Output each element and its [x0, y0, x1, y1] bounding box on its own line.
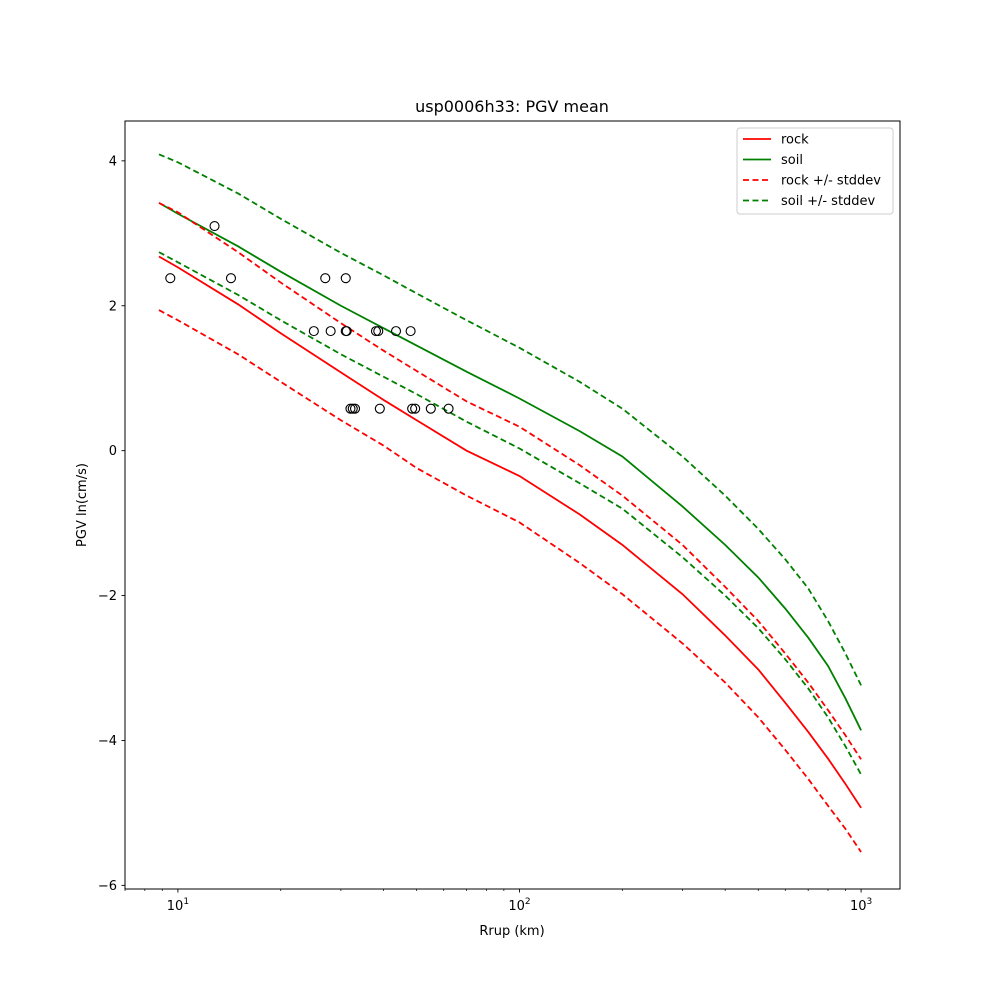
y-axis: −6 −4 −2 0 2 4 — [98, 154, 125, 894]
x-tick-label: 102 — [508, 897, 530, 914]
legend-label: rock +/- stddev — [781, 174, 881, 189]
y-tick-label: 4 — [109, 154, 117, 169]
data-point — [410, 403, 421, 414]
data-point — [373, 326, 384, 337]
series-line-0 — [158, 255, 862, 809]
data-point — [225, 273, 237, 284]
data-point — [308, 326, 319, 337]
legend-label: soil +/- stddev — [781, 194, 876, 209]
data-point — [407, 403, 418, 414]
data-point — [320, 273, 331, 284]
y-tick-label: −6 — [98, 879, 117, 894]
data-point — [370, 326, 382, 337]
y-tick-label: −2 — [98, 589, 117, 604]
x-axis-label: Rrup (km) — [479, 924, 544, 939]
y-tick-label: 0 — [109, 444, 117, 459]
x-axis: 101 102 103 — [124, 889, 872, 914]
data-point — [405, 326, 416, 337]
plot-frame — [124, 120, 901, 890]
data-point — [390, 326, 402, 337]
data-point — [374, 403, 385, 414]
series-line-2 — [158, 202, 862, 760]
data-point — [165, 273, 176, 284]
data-point — [209, 221, 220, 232]
data-point — [345, 403, 356, 414]
data-point — [425, 403, 436, 414]
data-point — [349, 403, 361, 414]
legend-box — [736, 127, 894, 215]
plot-lines — [158, 153, 862, 853]
plot-points — [165, 221, 454, 414]
legend-label: soil — [781, 153, 803, 168]
series-line-5 — [158, 251, 862, 775]
data-point — [341, 326, 352, 337]
data-point — [443, 403, 454, 414]
series-line-1 — [158, 202, 862, 731]
series-line-4 — [158, 153, 862, 686]
y-tick-label: −4 — [98, 734, 117, 749]
legend-label: rock — [781, 133, 809, 148]
x-tick-label: 101 — [167, 897, 189, 914]
x-tick-label: 103 — [850, 897, 872, 914]
y-tick-label: 2 — [109, 299, 117, 314]
chart-title: usp0006h33: PGV mean — [415, 97, 609, 116]
data-point — [340, 273, 351, 284]
y-axis-label: PGV ln(cm/s) — [75, 463, 90, 547]
data-point — [325, 326, 336, 337]
legend: rock soil rock +/- stddev soil +/- stddev — [736, 127, 894, 215]
